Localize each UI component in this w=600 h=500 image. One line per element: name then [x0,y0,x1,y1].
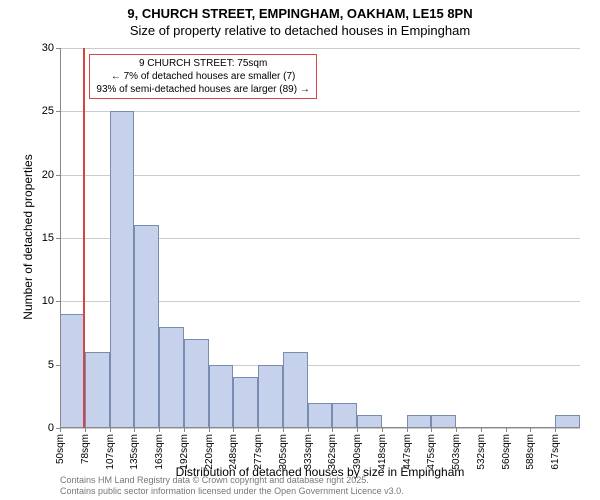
x-tick [407,428,408,432]
grid-line [60,175,580,176]
histogram-bar [184,339,209,428]
x-tick [332,428,333,432]
histogram-bar [332,403,357,428]
grid-line [60,111,580,112]
histogram-bar [159,327,184,428]
x-tick [555,428,556,432]
marker-line [83,48,85,428]
y-tick-label: 25 [24,105,54,117]
y-tick-label: 0 [24,422,54,434]
x-tick [85,428,86,432]
x-tick [308,428,309,432]
histogram-bar [134,225,159,428]
footer-line-1: Contains HM Land Registry data © Crown c… [60,475,404,487]
footer-line-2: Contains public sector information licen… [60,486,404,498]
chart-title: 9, CHURCH STREET, EMPINGHAM, OAKHAM, LE1… [0,0,600,23]
x-tick [283,428,284,432]
x-tick [110,428,111,432]
marker-info-box: 9 CHURCH STREET: 75sqm← 7% of detached h… [89,54,316,99]
grid-line [60,428,580,429]
x-tick [481,428,482,432]
histogram-bar [258,365,283,428]
marker-info-line: 9 CHURCH STREET: 75sqm [96,57,309,70]
x-tick [159,428,160,432]
x-tick [506,428,507,432]
histogram-bar [233,377,258,428]
histogram-bar [209,365,234,428]
histogram-bar [60,314,85,428]
x-tick [431,428,432,432]
histogram-bar [283,352,308,428]
y-tick-label: 30 [24,42,54,54]
x-tick [456,428,457,432]
plot-area: 05101520253050sqm78sqm107sqm135sqm163sqm… [60,48,580,428]
histogram-bar [85,352,110,428]
chart-subtitle: Size of property relative to detached ho… [0,23,600,40]
x-tick [60,428,61,432]
x-tick [233,428,234,432]
x-tick [382,428,383,432]
marker-info-line: 93% of semi-detached houses are larger (… [96,83,309,96]
footer: Contains HM Land Registry data © Crown c… [60,475,404,498]
y-axis-label: Number of detached properties [21,137,35,337]
grid-line [60,48,580,49]
x-tick [209,428,210,432]
x-axis [60,427,580,428]
y-tick-label: 5 [24,359,54,371]
chart-container: 9, CHURCH STREET, EMPINGHAM, OAKHAM, LE1… [0,0,600,500]
x-tick [530,428,531,432]
y-axis [60,48,61,428]
plot: 05101520253050sqm78sqm107sqm135sqm163sqm… [60,48,580,428]
x-tick [357,428,358,432]
x-tick [258,428,259,432]
histogram-bar [308,403,333,428]
x-tick [134,428,135,432]
x-tick [184,428,185,432]
marker-info-line: ← 7% of detached houses are smaller (7) [96,70,309,83]
histogram-bar [110,111,135,428]
